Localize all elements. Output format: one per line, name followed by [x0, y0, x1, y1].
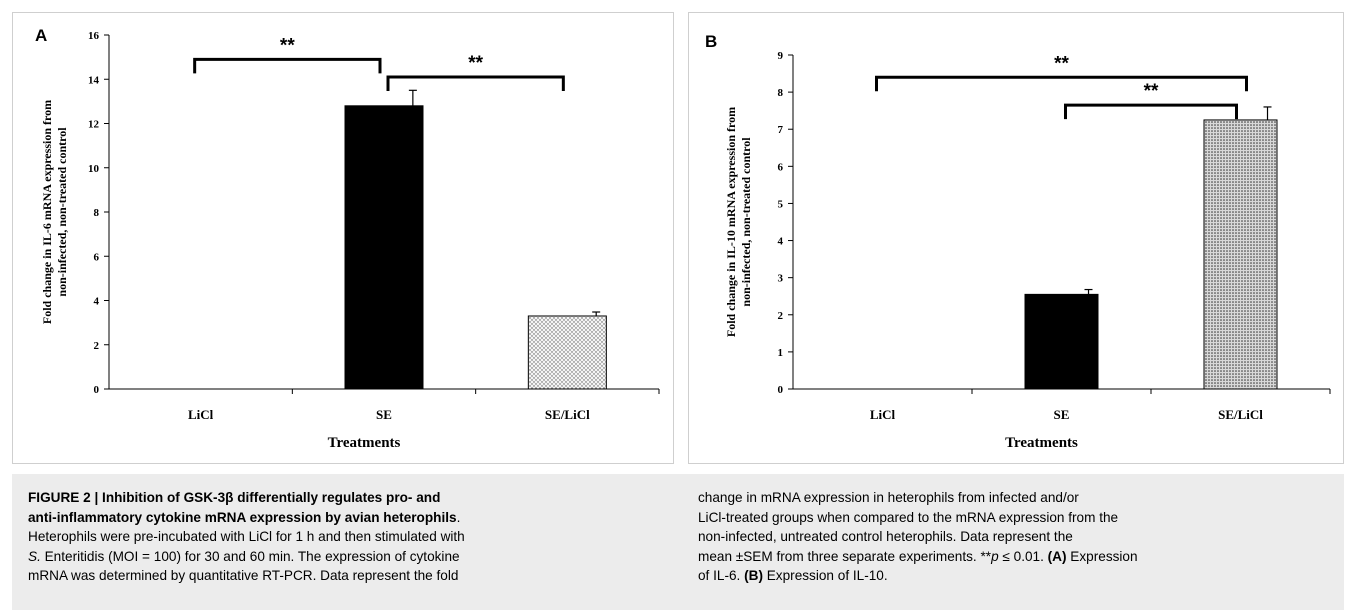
y-axis-title: Fold change in IL-6 mRNA expression from…	[40, 100, 69, 324]
significance-bracket	[193, 57, 382, 74]
panel-label: A	[35, 26, 47, 45]
bar-se	[1024, 293, 1099, 390]
figure-caption: FIGURE 2 | Inhibition of GSK-3β differen…	[12, 474, 1344, 610]
y-axis-title-line2: non-infected, non-treated control	[55, 127, 69, 297]
caption-title-line: FIGURE 2 | Inhibition of GSK-3β differen…	[28, 490, 441, 505]
y-tick-label: 1	[778, 347, 784, 359]
y-tick-label: 0	[94, 384, 100, 396]
y-axis-title-line1: Fold change in IL-6 mRNA expression from	[40, 100, 54, 324]
significance-label: **	[1144, 81, 1159, 102]
y-tick-label: 14	[88, 74, 100, 86]
y-tick-label: 9	[778, 50, 784, 62]
y-tick-label: 6	[94, 251, 100, 263]
y-tick-label: 2	[778, 310, 784, 322]
significance-bracket	[1064, 103, 1238, 120]
caption-line: mRNA was determined by quantitative RT-P…	[28, 568, 459, 583]
chart-b-svg: B 0 1 2 3 4 5 6 7 8 9 LiCl SE SE/LiCl ** ** Treatments Fo…	[705, 32, 1331, 451]
caption-line: mean ±SEM from three separate experiment…	[698, 548, 1138, 564]
panel-label: B	[705, 32, 717, 51]
y-tick-label: 4	[778, 236, 784, 248]
significance-label: **	[468, 53, 483, 74]
x-category-label: SE/LiCl	[545, 407, 590, 422]
chart-panel-a: A 0 2 4 6 8 10 12 14 16 LiCl SE SE/LiCl ** ** Treatment…	[12, 12, 674, 464]
caption-line: non-infected, untreated control heteroph…	[698, 529, 1073, 544]
caption-line: S. Enteritidis (MOI = 100) for 30 and 60…	[28, 548, 460, 564]
significance-bracket	[875, 75, 1248, 92]
caption-line: change in mRNA expression in heterophils…	[698, 490, 1079, 505]
y-tick-label: 16	[88, 30, 100, 42]
y-tick-label: 2	[94, 340, 100, 352]
y-tick-label: 6	[778, 161, 784, 173]
x-category-label: LiCl	[188, 407, 214, 422]
y-tick-label: 8	[778, 87, 784, 99]
y-tick-label: 5	[778, 198, 784, 210]
y-axis-title-line2: non-infected, non-treated control	[739, 137, 753, 307]
caption-line: Heterophils were pre-incubated with LiCl…	[28, 529, 465, 544]
bar-se-licl	[1203, 119, 1278, 390]
significance-label: **	[280, 35, 295, 56]
x-axis-title: Treatments	[1005, 435, 1078, 451]
x-category-label: SE/LiCl	[1218, 407, 1263, 422]
y-tick-label: 8	[94, 207, 100, 219]
caption-title-line: anti-inflammatory cytokine mRNA expressi…	[28, 509, 461, 525]
bar-se	[344, 105, 424, 390]
y-axis-title-line1: Fold change in IL-10 mRNA expression fro…	[724, 107, 738, 337]
y-tick-label: 10	[88, 163, 100, 175]
y-tick-label: 7	[778, 124, 784, 136]
y-tick-label: 4	[94, 296, 100, 308]
y-tick-label: 0	[778, 384, 784, 396]
x-category-label: LiCl	[870, 407, 896, 422]
chart-a-svg: A 0 2 4 6 8 10 12 14 16 LiCl SE SE/LiCl ** ** Treatment…	[35, 26, 660, 451]
caption-column-left: FIGURE 2 | Inhibition of GSK-3β differen…	[28, 488, 668, 586]
chart-panel-b: B 0 1 2 3 4 5 6 7 8 9 LiCl SE SE/LiCl ** ** Treatments Fo…	[688, 12, 1344, 464]
x-axis-title: Treatments	[328, 435, 401, 451]
y-tick-label: 3	[778, 273, 784, 285]
significance-label: **	[1054, 53, 1069, 74]
bar-se-licl	[527, 315, 607, 390]
caption-line: LiCl-treated groups when compared to the…	[698, 509, 1119, 525]
y-tick-label: 12	[88, 119, 100, 131]
significance-bracket	[386, 75, 565, 92]
caption-column-right: change in mRNA expression in heterophils…	[698, 488, 1338, 586]
x-category-label: SE	[1054, 407, 1070, 422]
y-axis-title: Fold change in IL-10 mRNA expression fro…	[724, 107, 753, 337]
x-category-label: SE	[376, 407, 392, 422]
caption-line: of IL-6. (B) Expression of IL-10.	[698, 568, 888, 583]
